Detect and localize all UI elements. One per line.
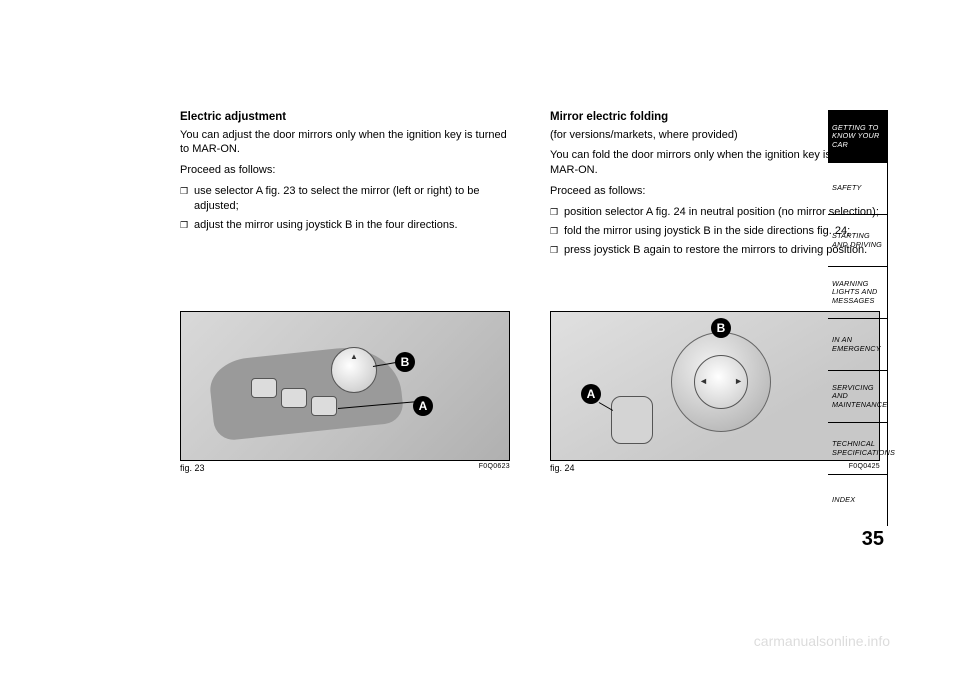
fig24-selector-switch [611,396,653,444]
left-bullet-2: adjust the mirror using joystick B in th… [180,218,510,233]
tab-warning-lights[interactable]: WARNING LIGHTS AND MESSAGES [828,266,888,318]
figure-23-caption: fig. 23 F0Q0623 [180,463,510,473]
figure-23: B A fig. 23 F0Q0623 [180,311,510,473]
left-heading: Electric adjustment [180,110,510,126]
left-p1: You can adjust the door mirrors only whe… [180,128,510,158]
columns: Electric adjustment You can adjust the d… [180,110,880,261]
tab-index[interactable]: INDEX [828,474,888,526]
left-p2: Proceed as follows: [180,163,510,178]
fig23-caption-text: fig. 23 [180,463,205,473]
fig23-button [311,396,337,416]
fig23-code: F0Q0623 [479,463,510,473]
page-content: Electric adjustment You can adjust the d… [180,110,880,600]
page-number: 35 [828,526,888,551]
section-tabs: GETTING TO KNOW YOUR CAR SAFETY STARTING… [828,110,888,551]
tab-starting-driving[interactable]: STARTING AND DRIVING [828,214,888,266]
fig23-button [251,378,277,398]
tab-emergency[interactable]: IN AN EMERGENCY [828,318,888,370]
fig24-caption-text: fig. 24 [550,463,575,473]
fig23-button [281,388,307,408]
tab-technical[interactable]: TECHNICAL SPECIFICATIONS [828,422,888,474]
left-column: Electric adjustment You can adjust the d… [180,110,510,261]
tab-safety[interactable]: SAFETY [828,162,888,214]
tab-servicing[interactable]: SERVICING AND MAINTENANCE [828,370,888,422]
left-bullets: use selector A fig. 23 to select the mir… [180,184,510,233]
arrow-right-icon: ► [734,376,743,386]
arrow-left-icon: ◄ [699,376,708,386]
watermark: carmanualsonline.info [754,633,890,649]
figures-row: B A fig. 23 F0Q0623 ◄ ► B A [180,311,880,473]
tab-getting-to-know[interactable]: GETTING TO KNOW YOUR CAR [828,110,888,162]
left-bullet-1: use selector A fig. 23 to select the mir… [180,184,510,214]
figure-23-image: B A [180,311,510,461]
